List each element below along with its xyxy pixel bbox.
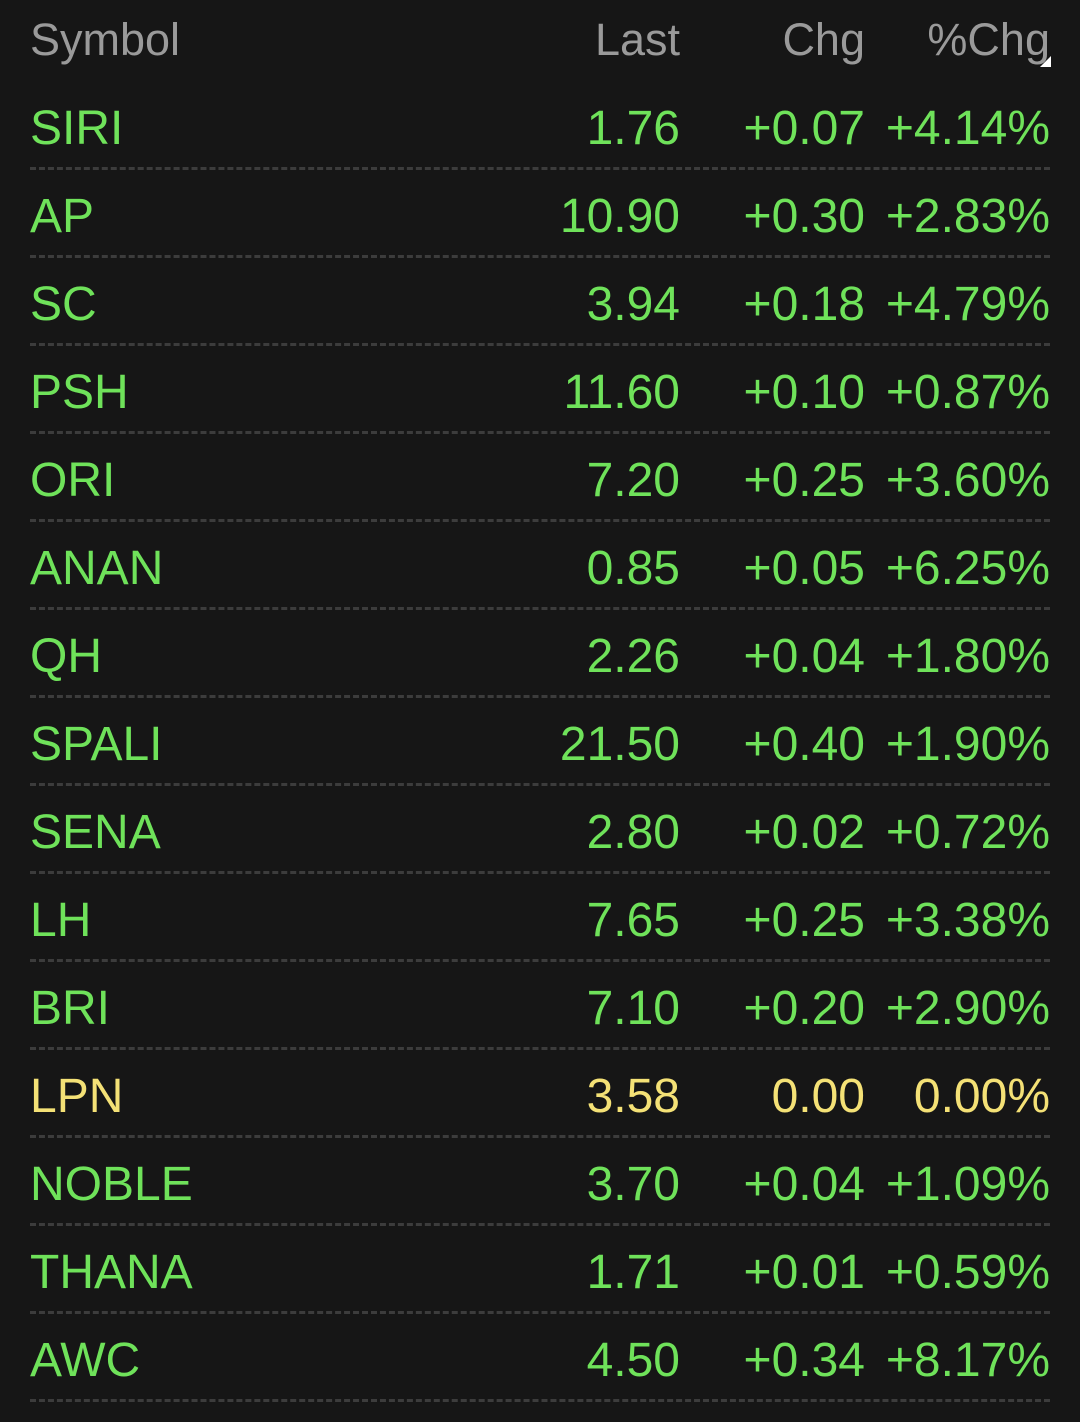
quote-row[interactable]: LPN 3.58 0.00 0.00% xyxy=(0,1050,1080,1138)
quote-row[interactable]: AP 10.90 +0.30 +2.83% xyxy=(0,170,1080,258)
change-cell: +0.34 xyxy=(743,1334,865,1387)
change-cell: +0.18 xyxy=(743,278,865,331)
last-price-cell: 11.60 xyxy=(563,366,680,419)
percent-change-cell: +8.17% xyxy=(885,1334,1050,1387)
last-price-cell: 7.65 xyxy=(586,894,680,947)
symbol-cell: SENA xyxy=(30,806,161,859)
change-cell: +0.10 xyxy=(743,366,865,419)
change-cell: +0.02 xyxy=(743,806,865,859)
percent-change-cell: +1.80% xyxy=(885,630,1050,683)
quote-list: SIRI 1.76 +0.07 +4.14% AP 10.90 +0.30 +2… xyxy=(0,82,1080,1402)
symbol-cell: ANAN xyxy=(30,542,164,595)
percent-change-cell: +0.59% xyxy=(885,1246,1050,1299)
quote-row[interactable]: ANAN 0.85 +0.05 +6.25% xyxy=(0,522,1080,610)
last-price-cell: 1.76 xyxy=(586,102,680,155)
change-cell: 0.00 xyxy=(771,1070,865,1123)
symbol-cell: SPALI xyxy=(30,718,163,771)
percent-change-cell: +4.79% xyxy=(885,278,1050,331)
percent-change-cell: +2.83% xyxy=(885,190,1050,243)
change-cell: +0.25 xyxy=(743,894,865,947)
symbol-cell: LPN xyxy=(30,1070,124,1123)
quote-row[interactable]: QH 2.26 +0.04 +1.80% xyxy=(0,610,1080,698)
quote-row[interactable]: PSH 11.60 +0.10 +0.87% xyxy=(0,346,1080,434)
change-cell: +0.04 xyxy=(743,630,865,683)
symbol-cell: AP xyxy=(30,190,95,243)
last-price-cell: 0.85 xyxy=(586,542,680,595)
change-cell: +0.01 xyxy=(743,1246,865,1299)
percent-change-cell: +1.90% xyxy=(885,718,1050,771)
change-cell: +0.04 xyxy=(743,1158,865,1211)
quote-row[interactable]: BRI 7.10 +0.20 +2.90% xyxy=(0,962,1080,1050)
symbol-cell: ORI xyxy=(30,454,116,507)
column-header-row: Symbol Last Chg %Chg xyxy=(0,0,1080,82)
change-cell: +0.40 xyxy=(743,718,865,771)
change-cell: +0.30 xyxy=(743,190,865,243)
last-price-cell: 2.26 xyxy=(586,630,680,683)
percent-change-cell: +4.14% xyxy=(885,102,1050,155)
last-price-cell: 3.94 xyxy=(586,278,680,331)
symbol-cell: BRI xyxy=(30,982,111,1035)
last-price-cell: 10.90 xyxy=(559,190,680,243)
percent-change-cell: +0.87% xyxy=(885,366,1050,419)
last-price-cell: 21.50 xyxy=(559,718,680,771)
percent-change-cell: +6.25% xyxy=(885,542,1050,595)
percent-change-cell: +0.72% xyxy=(885,806,1050,859)
last-price-cell: 7.20 xyxy=(586,454,680,507)
last-price-cell: 3.70 xyxy=(586,1158,680,1211)
sort-corner-icon xyxy=(1040,56,1051,67)
change-cell: +0.20 xyxy=(743,982,865,1035)
percent-change-cell: +1.09% xyxy=(885,1158,1050,1211)
column-header-symbol[interactable]: Symbol xyxy=(30,14,181,65)
percent-change-cell: 0.00% xyxy=(913,1070,1050,1123)
symbol-cell: SC xyxy=(30,278,97,331)
symbol-cell: AWC xyxy=(30,1334,141,1387)
symbol-cell: THANA xyxy=(30,1246,193,1299)
quote-row[interactable]: SPALI 21.50 +0.40 +1.90% xyxy=(0,698,1080,786)
last-price-cell: 4.50 xyxy=(586,1334,680,1387)
change-cell: +0.25 xyxy=(743,454,865,507)
quote-row[interactable]: AWC 4.50 +0.34 +8.17% xyxy=(0,1314,1080,1402)
quote-row[interactable]: SENA 2.80 +0.02 +0.72% xyxy=(0,786,1080,874)
percent-change-cell: +3.38% xyxy=(885,894,1050,947)
quote-row[interactable]: THANA 1.71 +0.01 +0.59% xyxy=(0,1226,1080,1314)
column-header-last[interactable]: Last xyxy=(594,14,680,65)
symbol-cell: QH xyxy=(30,630,102,683)
change-cell: +0.07 xyxy=(743,102,865,155)
quote-row[interactable]: LH 7.65 +0.25 +3.38% xyxy=(0,874,1080,962)
symbol-cell: LH xyxy=(30,894,92,947)
quote-row[interactable]: SIRI 1.76 +0.07 +4.14% xyxy=(0,82,1080,170)
last-price-cell: 2.80 xyxy=(586,806,680,859)
symbol-cell: PSH xyxy=(30,366,129,419)
symbol-cell: SIRI xyxy=(30,102,124,155)
percent-change-cell: +2.90% xyxy=(885,982,1050,1035)
last-price-cell: 3.58 xyxy=(586,1070,680,1123)
quote-row[interactable]: ORI 7.20 +0.25 +3.60% xyxy=(0,434,1080,522)
column-header-pct-chg[interactable]: %Chg xyxy=(927,14,1050,65)
column-header-chg[interactable]: Chg xyxy=(782,14,865,65)
quote-row[interactable]: SC 3.94 +0.18 +4.79% xyxy=(0,258,1080,346)
last-price-cell: 1.71 xyxy=(586,1246,680,1299)
symbol-cell: NOBLE xyxy=(30,1158,193,1211)
last-price-cell: 7.10 xyxy=(586,982,680,1035)
percent-change-cell: +3.60% xyxy=(885,454,1050,507)
quote-row[interactable]: NOBLE 3.70 +0.04 +1.09% xyxy=(0,1138,1080,1226)
change-cell: +0.05 xyxy=(743,542,865,595)
